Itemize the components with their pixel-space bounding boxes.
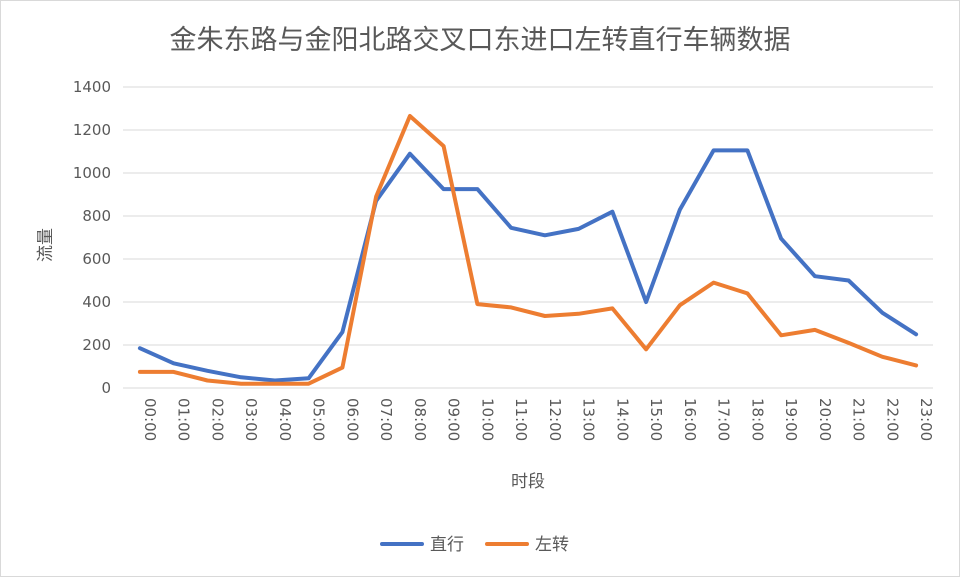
data-point [880,355,884,359]
y-tick-label: 600 [82,250,111,268]
data-point [779,236,783,241]
data-point [307,376,311,380]
data-point [205,378,209,383]
data-point [509,305,513,309]
data-point [610,306,614,311]
legend: 直行 左转 [380,535,569,555]
x-tick-label: 20:00 [816,398,834,441]
data-point [475,302,479,306]
data-point [340,330,344,334]
y-tick-label: 1000 [73,164,111,182]
data-point [712,148,716,153]
data-point [374,195,378,199]
x-tick-label: 01:00 [175,398,193,441]
data-point [239,382,243,386]
y-tick-label: 200 [82,336,111,354]
data-point [644,347,648,351]
data-point [712,281,716,285]
legend-label: 直行 [430,535,464,555]
x-tick-label: 16:00 [681,398,699,441]
data-point [509,226,513,230]
data-point [138,346,142,350]
x-tick-label: 19:00 [782,398,800,441]
x-tick-label: 05:00 [310,398,328,441]
y-axis-ticks: 0 200 400 600 800 1000 1200 1400 [73,78,111,397]
data-point [172,370,176,374]
x-tick-label: 13:00 [580,398,598,441]
legend-label: 左转 [535,535,569,555]
data-point [779,333,783,337]
x-tick-label: 06:00 [343,398,361,441]
data-point [914,363,918,368]
data-point [273,382,277,386]
y-tick-label: 1400 [73,78,111,96]
x-tick-label: 21:00 [850,398,868,441]
data-point [880,311,884,315]
x-tick-label: 02:00 [208,398,226,441]
x-tick-label: 03:00 [242,398,260,441]
x-tick-label: 07:00 [377,398,395,441]
y-tick-label: 0 [101,379,111,397]
x-tick-label: 08:00 [411,398,429,441]
data-point [813,274,817,278]
data-point [847,278,851,283]
data-point [442,187,446,191]
series-lines [137,114,919,386]
x-tick-label: 04:00 [276,398,294,441]
x-tick-label: 23:00 [917,398,935,441]
x-tick-label: 00:00 [141,398,159,441]
y-tick-label: 400 [82,293,111,311]
x-tick-label: 11:00 [512,398,530,441]
data-point [577,312,581,316]
data-point [340,365,344,370]
x-tick-label: 10:00 [478,398,496,441]
x-tick-label: 12:00 [546,398,564,441]
series-line-1 [137,114,919,386]
y-tick-label: 800 [82,207,111,225]
data-point [475,187,479,191]
x-tick-label: 14:00 [613,398,631,441]
data-point [678,303,682,307]
data-point [239,375,243,379]
data-point [610,210,614,214]
x-tick-label: 18:00 [748,398,766,441]
data-point [408,114,412,118]
data-point [172,361,176,365]
data-point [914,332,918,336]
data-point [847,341,851,345]
data-point [678,207,682,212]
gridlines [123,86,933,389]
y-tick-label: 1200 [73,121,111,139]
x-tick-label: 22:00 [883,398,901,441]
data-point [543,314,547,318]
x-tick-label: 09:00 [445,398,463,441]
data-point [644,300,648,304]
x-axis-label: 时段 [511,472,545,492]
x-tick-label: 17:00 [715,398,733,441]
data-point [577,227,581,231]
y-axis-label: 流量 [36,228,56,262]
x-axis-ticks: 00:00 01:00 02:00 03:00 04:00 05:00 06:00 07:00… [141,398,935,441]
series-line-0 [137,148,919,383]
data-point [408,152,412,156]
data-point [813,328,817,332]
chart-title: 金朱东路与金阳北路交叉口东进口左转直行车辆数据 [170,25,791,56]
data-point [543,233,547,237]
data-point [273,378,277,383]
data-point [745,291,749,295]
data-point [205,369,209,373]
data-point [745,148,749,153]
x-tick-label: 15:00 [647,398,665,441]
data-point [138,370,142,374]
data-point [307,382,311,386]
data-point [442,144,446,148]
